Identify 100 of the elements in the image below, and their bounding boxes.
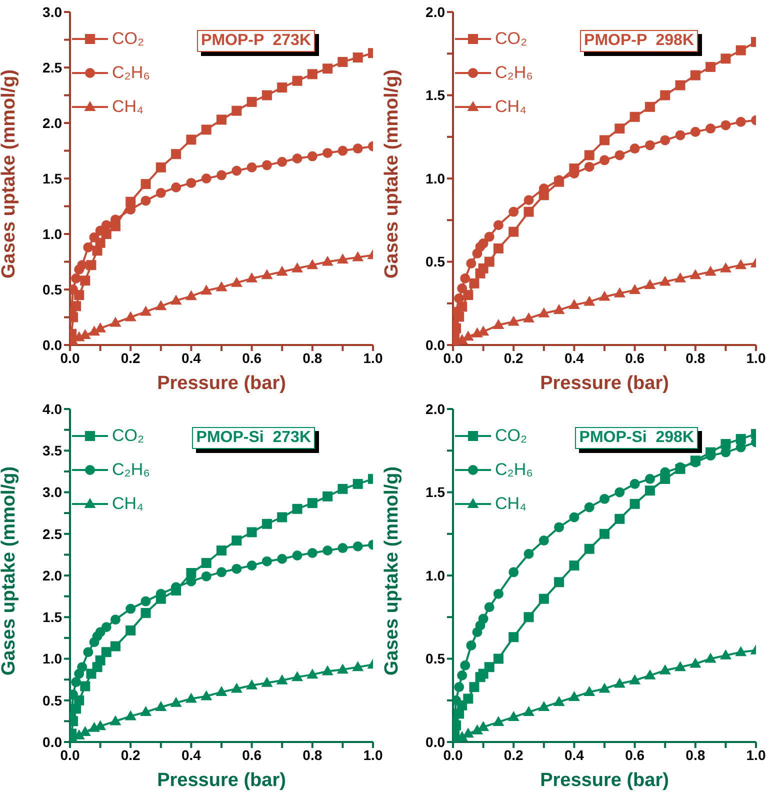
point (140, 196, 151, 206)
point (492, 319, 504, 330)
point (292, 504, 302, 514)
point (614, 150, 625, 160)
x-tick-label: 0.0 (60, 350, 80, 366)
y-tick-label: 0.0 (426, 336, 446, 353)
point (322, 491, 333, 502)
point (584, 150, 594, 160)
point (720, 120, 731, 130)
point (186, 568, 196, 578)
point (457, 283, 468, 294)
point (306, 259, 318, 270)
point (140, 596, 151, 606)
y-axis-title: Gases uptake (mmol/g) (382, 466, 403, 676)
point (232, 536, 242, 546)
point (600, 494, 610, 504)
x-tick-label: 0.4 (181, 746, 202, 763)
point (600, 135, 610, 146)
x-tick-label: 0.4 (181, 350, 202, 366)
point (140, 608, 151, 618)
point (338, 56, 348, 67)
point (630, 498, 640, 509)
point (554, 577, 564, 588)
point (614, 124, 625, 134)
point (630, 478, 640, 489)
point (706, 124, 716, 134)
point (246, 96, 257, 107)
point (83, 242, 94, 252)
point (171, 149, 182, 160)
point (584, 686, 596, 696)
point (493, 588, 504, 599)
point (246, 272, 258, 282)
point (201, 558, 212, 568)
point (292, 550, 302, 561)
y-tick-label: 2.5 (42, 59, 62, 76)
point (598, 682, 610, 693)
point (155, 300, 167, 310)
x-tick-label: 0.2 (120, 746, 141, 763)
point (186, 134, 196, 145)
point (140, 179, 151, 190)
point (484, 256, 494, 267)
point (457, 670, 468, 680)
point (508, 206, 519, 217)
y-tick-label: 0.5 (42, 281, 62, 298)
y-tick-label: 3.5 (42, 442, 62, 459)
point (307, 548, 318, 558)
point (660, 90, 670, 100)
point (232, 564, 242, 574)
point (185, 692, 197, 703)
point (493, 220, 504, 230)
point (322, 665, 334, 676)
point (644, 486, 655, 496)
point (736, 45, 746, 56)
point (630, 144, 640, 154)
point (466, 640, 476, 650)
point (720, 54, 731, 64)
legend-label: C₂H₆ (112, 460, 150, 480)
legend-label: CO₂ (112, 426, 144, 446)
text: PMOP-P 273K (197, 30, 315, 52)
point (471, 724, 483, 734)
point (292, 262, 303, 272)
point (644, 474, 655, 484)
x-tick-label: 0.6 (242, 350, 262, 366)
point (292, 76, 302, 86)
point (584, 544, 594, 554)
point (170, 294, 182, 305)
y-tick-label: 0.5 (42, 692, 62, 708)
y-axis-title: Gases uptake (mmol/g) (0, 69, 20, 278)
point (200, 690, 212, 700)
legend-label: CH₄ (112, 97, 144, 117)
y-tick-label: 1.5 (42, 170, 62, 186)
point (89, 232, 100, 242)
point (232, 106, 242, 116)
point (538, 307, 550, 318)
point (101, 647, 112, 658)
x-tick-label: 0.0 (60, 746, 80, 763)
x-tick-label: 1.0 (363, 350, 383, 366)
text: PMOP-Si 273K (192, 427, 315, 449)
point (171, 182, 182, 192)
y-tick-label: 2.0 (426, 400, 446, 417)
point (80, 681, 90, 692)
y-tick-label: 1.0 (426, 170, 446, 186)
y-tick-label: 1.5 (426, 484, 446, 500)
point (600, 528, 610, 539)
point (352, 52, 363, 63)
point (736, 116, 746, 127)
x-tick-label: 1.0 (746, 746, 766, 763)
legend-label: CO₂ (495, 426, 528, 446)
point (71, 677, 82, 688)
point (454, 682, 464, 692)
point (598, 290, 610, 301)
point (86, 260, 96, 270)
point (736, 434, 746, 444)
y-tick-label: 0.5 (426, 254, 446, 270)
point (644, 669, 656, 680)
point (352, 661, 364, 672)
point (307, 69, 318, 80)
text: PMOP-P 298K (580, 30, 698, 52)
point (736, 442, 746, 452)
y-tick-label: 1.0 (42, 650, 62, 667)
